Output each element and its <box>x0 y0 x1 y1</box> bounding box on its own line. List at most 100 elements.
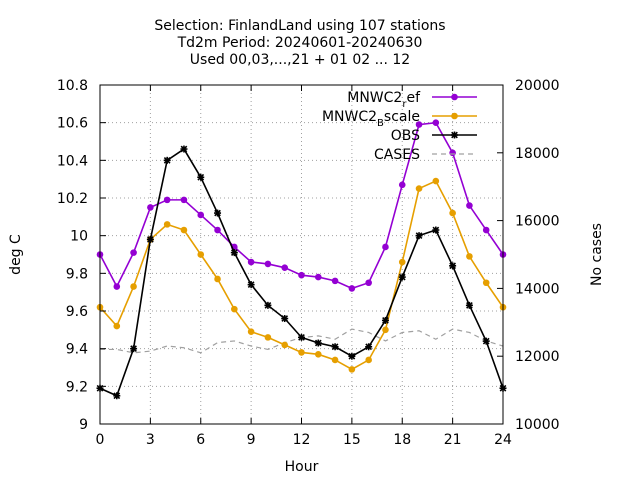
obs-point <box>365 343 373 351</box>
mnwc2-ref-point <box>247 258 255 266</box>
y-tick-label: 10.4 <box>57 153 88 169</box>
legend-label-obs: OBS <box>391 128 420 144</box>
obs-point <box>146 235 154 243</box>
mnwc2-ref-point <box>298 271 305 279</box>
obs-point <box>264 301 272 309</box>
y-tick-label: 9 <box>79 417 88 433</box>
y-tick-label: 10.6 <box>57 116 88 132</box>
mnwc2-bscale-point <box>113 322 121 330</box>
mnwc2-bscale-point <box>382 326 389 334</box>
obs-point <box>298 333 305 341</box>
mnwc2-ref-point <box>264 260 272 268</box>
y2-tick-label: 12000 <box>515 349 560 365</box>
mnwc2-ref-point <box>365 279 372 287</box>
mnwc2-ref-point <box>348 285 356 292</box>
obs-point <box>180 145 188 153</box>
mnwc2-ref-point <box>415 121 423 128</box>
mnwc2-ref-point <box>482 226 490 234</box>
y2-tick-label: 14000 <box>515 281 560 297</box>
obs-point <box>130 345 138 353</box>
mnwc2-ref-point <box>331 277 339 285</box>
x-tick-label: 12 <box>293 432 311 448</box>
y2-axis-label: No cases <box>589 223 605 286</box>
obs-point <box>449 262 457 270</box>
obs-point <box>230 249 238 257</box>
obs-point <box>331 343 339 351</box>
x-tick-label: 18 <box>393 432 411 448</box>
x-tick-label: 3 <box>146 432 155 448</box>
x-tick-label: 0 <box>96 432 105 448</box>
mnwc2-bscale-point <box>180 226 188 234</box>
y2-tick-label: 18000 <box>515 146 560 162</box>
mnwc2-bscale-point <box>482 279 490 287</box>
mnwc2-bscale-point <box>247 328 255 336</box>
legend-obs-point <box>451 131 458 139</box>
obs-point <box>465 301 473 309</box>
mnwc2-bscale-point <box>398 258 406 266</box>
obs-point <box>247 281 255 289</box>
y-tick-label: 9.4 <box>66 342 88 358</box>
mnwc2-bscale-point <box>466 253 473 260</box>
obs-point <box>214 209 222 217</box>
mnwc2-bscale-point <box>298 349 305 356</box>
mnwc2-ref-point <box>314 273 322 281</box>
y2-tick-label: 16000 <box>515 214 560 230</box>
mnwc2-ref-point <box>130 249 137 256</box>
axis-ticks: 0 3 6 9 12 15 18 21 24 9 9.2 9.4 9.6 9.8 10 10.2 10.4 10.… <box>57 78 560 448</box>
legend-label-mnwc2-bscale: MNWC2Bscale <box>322 109 420 129</box>
x-tick-label: 6 <box>196 432 205 448</box>
y-tick-label: 9.2 <box>66 379 88 395</box>
legend-label-mnwc2-ref: MNWC2ref <box>347 90 421 110</box>
legend-label-cases: CASES <box>374 147 420 163</box>
mnwc2-ref-point <box>163 196 171 204</box>
mnwc2-bscale-point <box>331 356 339 364</box>
series-lines <box>96 119 507 400</box>
mnwc2-ref-point <box>180 196 188 204</box>
title-line: Selection: FinlandLand using 107 station… <box>154 18 445 34</box>
obs-point <box>281 315 289 323</box>
x-tick-label: 21 <box>444 432 462 448</box>
title-line: Td2m Period: 20240601-20240630 <box>177 35 423 51</box>
mnwc2-ref-point <box>197 211 205 219</box>
obs-point <box>381 316 389 324</box>
mnwc2-bscale-point <box>231 305 238 313</box>
y2-tick-label: 10000 <box>515 417 560 433</box>
obs-point <box>398 273 406 281</box>
mnwc2-ref-point <box>466 202 473 209</box>
mnwc2-bscale-point <box>365 356 372 364</box>
mnwc2-bscale-point <box>449 209 456 217</box>
obs-point <box>482 337 490 345</box>
obs-point <box>348 352 356 360</box>
y-tick-label: 10.8 <box>57 78 88 94</box>
mnwc2-ref-point <box>214 226 221 234</box>
obs-point <box>197 173 205 181</box>
y2-tick-label: 20000 <box>515 78 560 94</box>
legend-mnwc2-ref-point <box>451 93 458 101</box>
obs-point <box>314 339 322 347</box>
mnwc2-bscale-point <box>214 275 221 283</box>
mnwc2-ref-point <box>281 264 289 271</box>
x-tick-label: 24 <box>494 432 512 448</box>
mnwc2-ref-point <box>382 243 389 251</box>
mnwc2-bscale-point <box>314 351 322 358</box>
mnwc2-bscale-point <box>281 341 289 349</box>
mnwc2-ref-point <box>449 149 456 157</box>
chart-title: Selection: FinlandLand using 107 station… <box>154 18 445 68</box>
mnwc2-ref-point <box>432 119 440 126</box>
y-tick-label: 10.2 <box>57 191 88 207</box>
mnwc2-bscale-point <box>130 283 137 290</box>
x-axis-label: Hour <box>285 459 319 475</box>
y-tick-label: 10 <box>70 229 88 245</box>
obs-point <box>432 226 440 234</box>
obs-point <box>163 156 171 164</box>
mnwc2-bscale-point <box>197 251 205 258</box>
x-tick-label: 15 <box>343 432 361 448</box>
mnwc2-bscale-point <box>415 185 423 192</box>
obs-point <box>415 232 423 240</box>
mnwc2-bscale-point <box>163 221 171 228</box>
mnwc2-ref-point <box>113 283 121 290</box>
legend-mnwc2-bscale-point <box>451 112 458 120</box>
grid <box>100 85 503 424</box>
